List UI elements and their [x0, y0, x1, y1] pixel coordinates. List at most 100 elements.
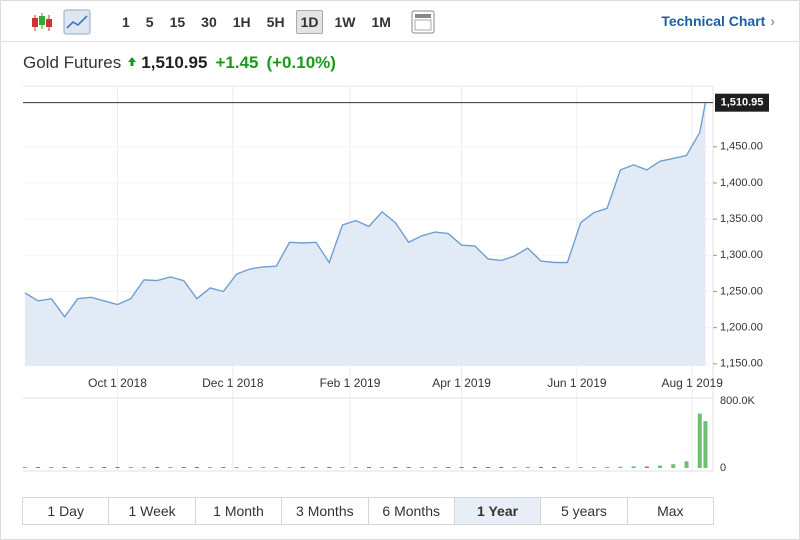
- volume-bar: [538, 467, 543, 468]
- volume-bar: [181, 467, 186, 468]
- link-chevron: ›: [770, 13, 775, 29]
- interval-button[interactable]: 1W: [334, 14, 356, 30]
- volume-bar: [89, 467, 94, 468]
- range-tab[interactable]: 1 Day: [47, 503, 84, 519]
- volume-tick-label: 800.0K: [720, 395, 756, 407]
- x-tick-label: Jun 1 2019: [547, 376, 607, 390]
- volume-bar: [247, 467, 252, 468]
- range-tab[interactable]: 6 Months: [367, 498, 454, 524]
- volume-bar: [274, 467, 279, 468]
- y-tick-label: 1,400.00: [720, 177, 763, 189]
- volume-bar: [703, 421, 708, 468]
- interval-button[interactable]: 5H: [266, 14, 285, 30]
- technical-chart-link[interactable]: Technical Chart ›: [661, 13, 775, 29]
- chart-type-icons: [32, 9, 91, 35]
- interval-list: 1 5 15 30 1H 5H 1D 1W 1M: [117, 10, 396, 34]
- range-tab[interactable]: 1 Year: [453, 498, 541, 524]
- volume-bar: [472, 467, 477, 468]
- volume-bar: [49, 467, 54, 468]
- volume-bar: [671, 464, 676, 468]
- change-percent: (+0.10%): [266, 53, 336, 72]
- volume-bar: [128, 467, 133, 468]
- interval-button[interactable]: 1D: [295, 10, 324, 34]
- interval-button[interactable]: 1H: [232, 14, 251, 30]
- volume-bar: [393, 467, 398, 468]
- y-tick-label: 1,350.00: [720, 213, 763, 225]
- change: +1.45: [215, 53, 259, 72]
- range-tabs: 1 Day 1 Week 1 Month 3 Months 6 Months 1 Year…: [22, 497, 714, 525]
- volume-bar: [618, 466, 623, 468]
- last-price: 1,510.95: [141, 53, 208, 72]
- volume-bar: [658, 465, 663, 468]
- volume-bar: [552, 467, 557, 468]
- last-price-label: 1,510.95: [721, 97, 764, 109]
- line-icon[interactable]: [63, 9, 91, 35]
- interval-button[interactable]: 1: [122, 14, 130, 30]
- range-tab[interactable]: 1 Week: [108, 498, 194, 524]
- volume-tick-label: 0: [720, 462, 726, 474]
- volume-bar: [459, 467, 464, 468]
- volume-bar: [141, 467, 146, 468]
- volume-bar: [605, 467, 610, 468]
- volume-bar: [208, 467, 213, 468]
- last-price-box: [715, 93, 769, 112]
- instrument-name: Gold Futures: [23, 53, 122, 72]
- volume-bar: [406, 467, 411, 468]
- y-tick-label: 1,300.00: [720, 249, 763, 261]
- volume-bar: [486, 467, 491, 468]
- volume-bar: [36, 467, 41, 468]
- volume-bar: [168, 467, 173, 468]
- volume-bar: [22, 467, 27, 468]
- volume-bar: [419, 467, 424, 468]
- range-tab[interactable]: Max: [626, 498, 713, 524]
- volume-bar: [75, 467, 80, 468]
- quote-header: Gold Futures 1,510.95 +1.45 (+0.10%): [23, 53, 336, 73]
- candle-icon[interactable]: [32, 13, 52, 31]
- link-text[interactable]: Technical Chart: [661, 13, 766, 29]
- volume-bar: [115, 467, 120, 468]
- volume-bar: [102, 467, 107, 468]
- interval-button[interactable]: 1M: [371, 14, 391, 30]
- volume-bar: [62, 467, 67, 468]
- volume-bar: [353, 466, 358, 468]
- price-line: [24, 102, 707, 318]
- y-tick-label: 1,450.00: [720, 141, 763, 153]
- volume-bar: [684, 461, 689, 468]
- volume-bar: [234, 467, 239, 468]
- interval-button[interactable]: 5: [145, 14, 154, 30]
- volume-bar: [327, 467, 332, 468]
- volume-bar: [380, 467, 385, 468]
- area-fill: [24, 102, 706, 366]
- volume-bar: [565, 467, 570, 468]
- interval-button[interactable]: 30: [201, 14, 217, 30]
- volume-bar: [261, 467, 266, 468]
- interval-button[interactable]: 15: [169, 14, 186, 30]
- x-tick-label: Apr 1 2019: [432, 376, 491, 390]
- y-tick-label: 1,200.00: [720, 322, 763, 334]
- volume-bar: [525, 467, 530, 468]
- volume-bar: [221, 467, 226, 468]
- volume-bar: [631, 466, 636, 468]
- range-tab[interactable]: 1 Month: [194, 498, 281, 524]
- range-tab[interactable]: 3 Months: [281, 498, 367, 524]
- y-tick-label: 1,150.00: [720, 358, 763, 370]
- x-tick-label: Aug 1 2019: [662, 376, 724, 390]
- range-tab[interactable]: 5 years: [540, 498, 626, 524]
- volume-bar: [314, 467, 319, 468]
- up-arrow-icon: [128, 57, 137, 66]
- volume-bar: [340, 467, 345, 468]
- volume-bar: [155, 467, 160, 468]
- volume-bar: [300, 467, 305, 468]
- volume-bar: [578, 467, 583, 468]
- x-tick-label: Oct 1 2018: [88, 376, 147, 390]
- fullscreen-icon[interactable]: [409, 1, 439, 41]
- volume-bar: [697, 413, 702, 468]
- volume-bar: [287, 467, 292, 468]
- x-tick-label: Dec 1 2018: [202, 376, 264, 390]
- y-tick-label: 1,250.00: [720, 285, 763, 297]
- volume-bar: [591, 466, 596, 468]
- volume-bar: [446, 467, 451, 468]
- volume-bar: [512, 467, 517, 468]
